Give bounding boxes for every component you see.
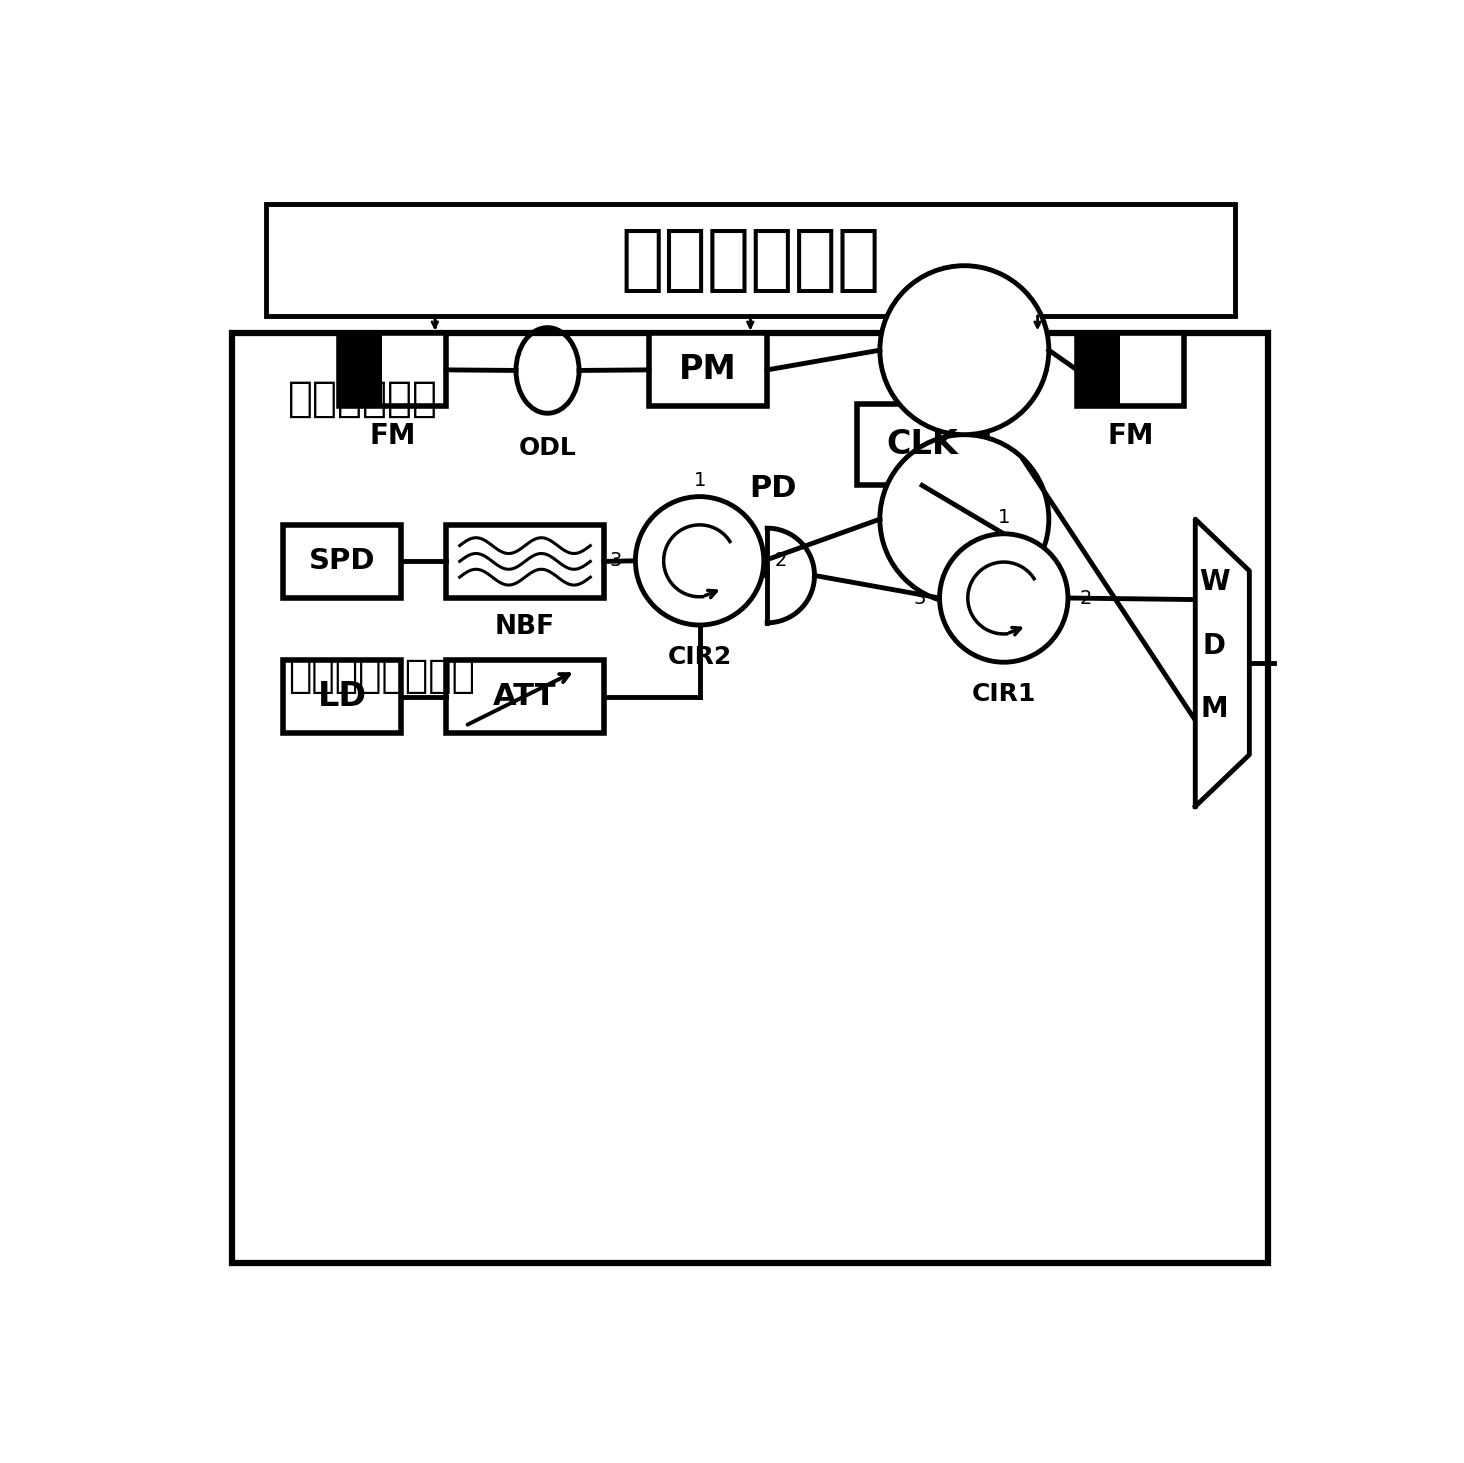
Text: SPD: SPD bbox=[309, 547, 375, 575]
Bar bbox=[261, 361, 1190, 626]
Text: D: D bbox=[1203, 632, 1225, 660]
Text: 1: 1 bbox=[694, 471, 706, 490]
Circle shape bbox=[880, 435, 1048, 604]
Bar bbox=[261, 644, 1190, 1207]
Polygon shape bbox=[1078, 334, 1120, 407]
Text: ATT: ATT bbox=[493, 682, 556, 711]
Bar bbox=[447, 660, 603, 733]
Text: 控制逻辑模块: 控制逻辑模块 bbox=[621, 225, 880, 294]
Bar bbox=[447, 525, 603, 598]
Text: FM: FM bbox=[369, 423, 416, 451]
Text: 2: 2 bbox=[774, 552, 788, 571]
Text: 3: 3 bbox=[914, 588, 927, 607]
Text: 同步信号模块: 同步信号模块 bbox=[288, 379, 438, 420]
Text: PM: PM bbox=[679, 354, 736, 386]
Text: LD: LD bbox=[318, 680, 366, 712]
Bar bbox=[340, 334, 447, 407]
Text: NBF: NBF bbox=[495, 614, 555, 639]
Text: 1: 1 bbox=[997, 508, 1010, 527]
Circle shape bbox=[635, 496, 764, 625]
Text: W: W bbox=[1199, 568, 1230, 597]
Bar bbox=[283, 525, 401, 598]
Text: 量子信号处理模块: 量子信号处理模块 bbox=[288, 657, 476, 695]
Polygon shape bbox=[340, 334, 382, 407]
Text: CIR1: CIR1 bbox=[972, 682, 1037, 707]
Bar bbox=[649, 334, 767, 407]
Text: PD: PD bbox=[750, 474, 796, 503]
Bar bbox=[233, 334, 1268, 1263]
Text: 3: 3 bbox=[609, 552, 622, 571]
Polygon shape bbox=[1195, 519, 1249, 806]
Text: CLK: CLK bbox=[886, 429, 957, 461]
Circle shape bbox=[940, 534, 1067, 663]
Bar bbox=[858, 404, 987, 486]
Text: ODL: ODL bbox=[518, 436, 577, 459]
Text: FM: FM bbox=[1107, 423, 1154, 451]
Text: M: M bbox=[1200, 695, 1228, 723]
Text: CIR2: CIR2 bbox=[668, 645, 732, 669]
Text: 2: 2 bbox=[1079, 588, 1092, 607]
Bar bbox=[1078, 334, 1184, 407]
Bar bbox=[283, 660, 401, 733]
Bar bbox=[266, 203, 1234, 316]
Circle shape bbox=[880, 266, 1048, 435]
